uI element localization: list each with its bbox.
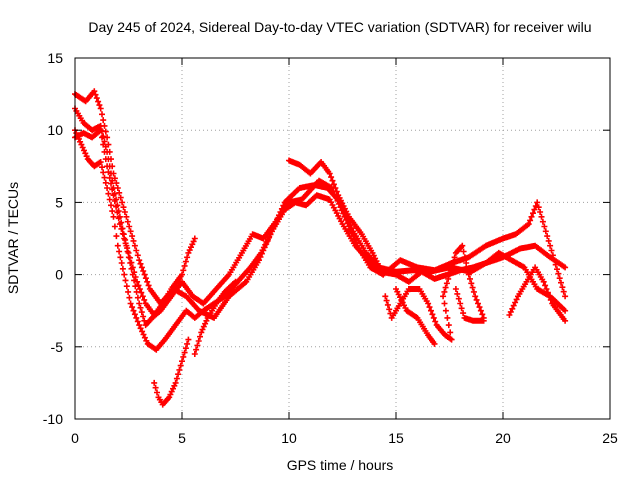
grid-lines [75,58,610,419]
plot-frame [74,57,611,420]
x-tick-label: 15 [388,430,404,446]
series-markers [393,286,438,347]
series-pass-7 [286,157,387,278]
y-tick-label: 0 [55,267,63,283]
x-axis-label: GPS time / hours [287,457,394,473]
y-axis-label: SDTVAR / TECUs [5,182,21,294]
series-markers [286,157,387,278]
y-tick-label: 5 [55,194,63,210]
x-tick-label: 20 [495,430,511,446]
series-pass-1 [72,88,569,321]
series-markers [72,88,569,321]
series-pass-11 [506,264,569,324]
series-markers [151,336,192,408]
x-tick-label: 5 [178,430,186,446]
x-tick-label: 10 [281,430,297,446]
data-points [72,88,569,408]
y-tick-label: -10 [43,411,63,427]
series-pass-6 [191,278,239,357]
axis-ticks: 0 5 10 15 20 25 -10 -5 0 5 10 15 [43,50,618,446]
series-pass-9 [393,286,438,347]
x-tick-label: 0 [71,430,79,446]
y-tick-label: 10 [47,122,63,138]
y-tick-label: 15 [47,50,63,66]
series-markers [506,264,569,324]
series-pass-10 [452,286,487,324]
series-markers [72,105,569,329]
series-markers [382,242,487,343]
y-tick-label: -5 [51,339,64,355]
x-tick-label: 25 [602,430,618,446]
series-pass-2 [72,105,569,329]
chart-title: Day 245 of 2024, Sidereal Day-to-day VTE… [88,19,591,35]
series-pass-8 [382,242,487,343]
series-markers [452,286,487,324]
series-pass-5 [151,336,192,408]
series-markers [191,278,239,357]
